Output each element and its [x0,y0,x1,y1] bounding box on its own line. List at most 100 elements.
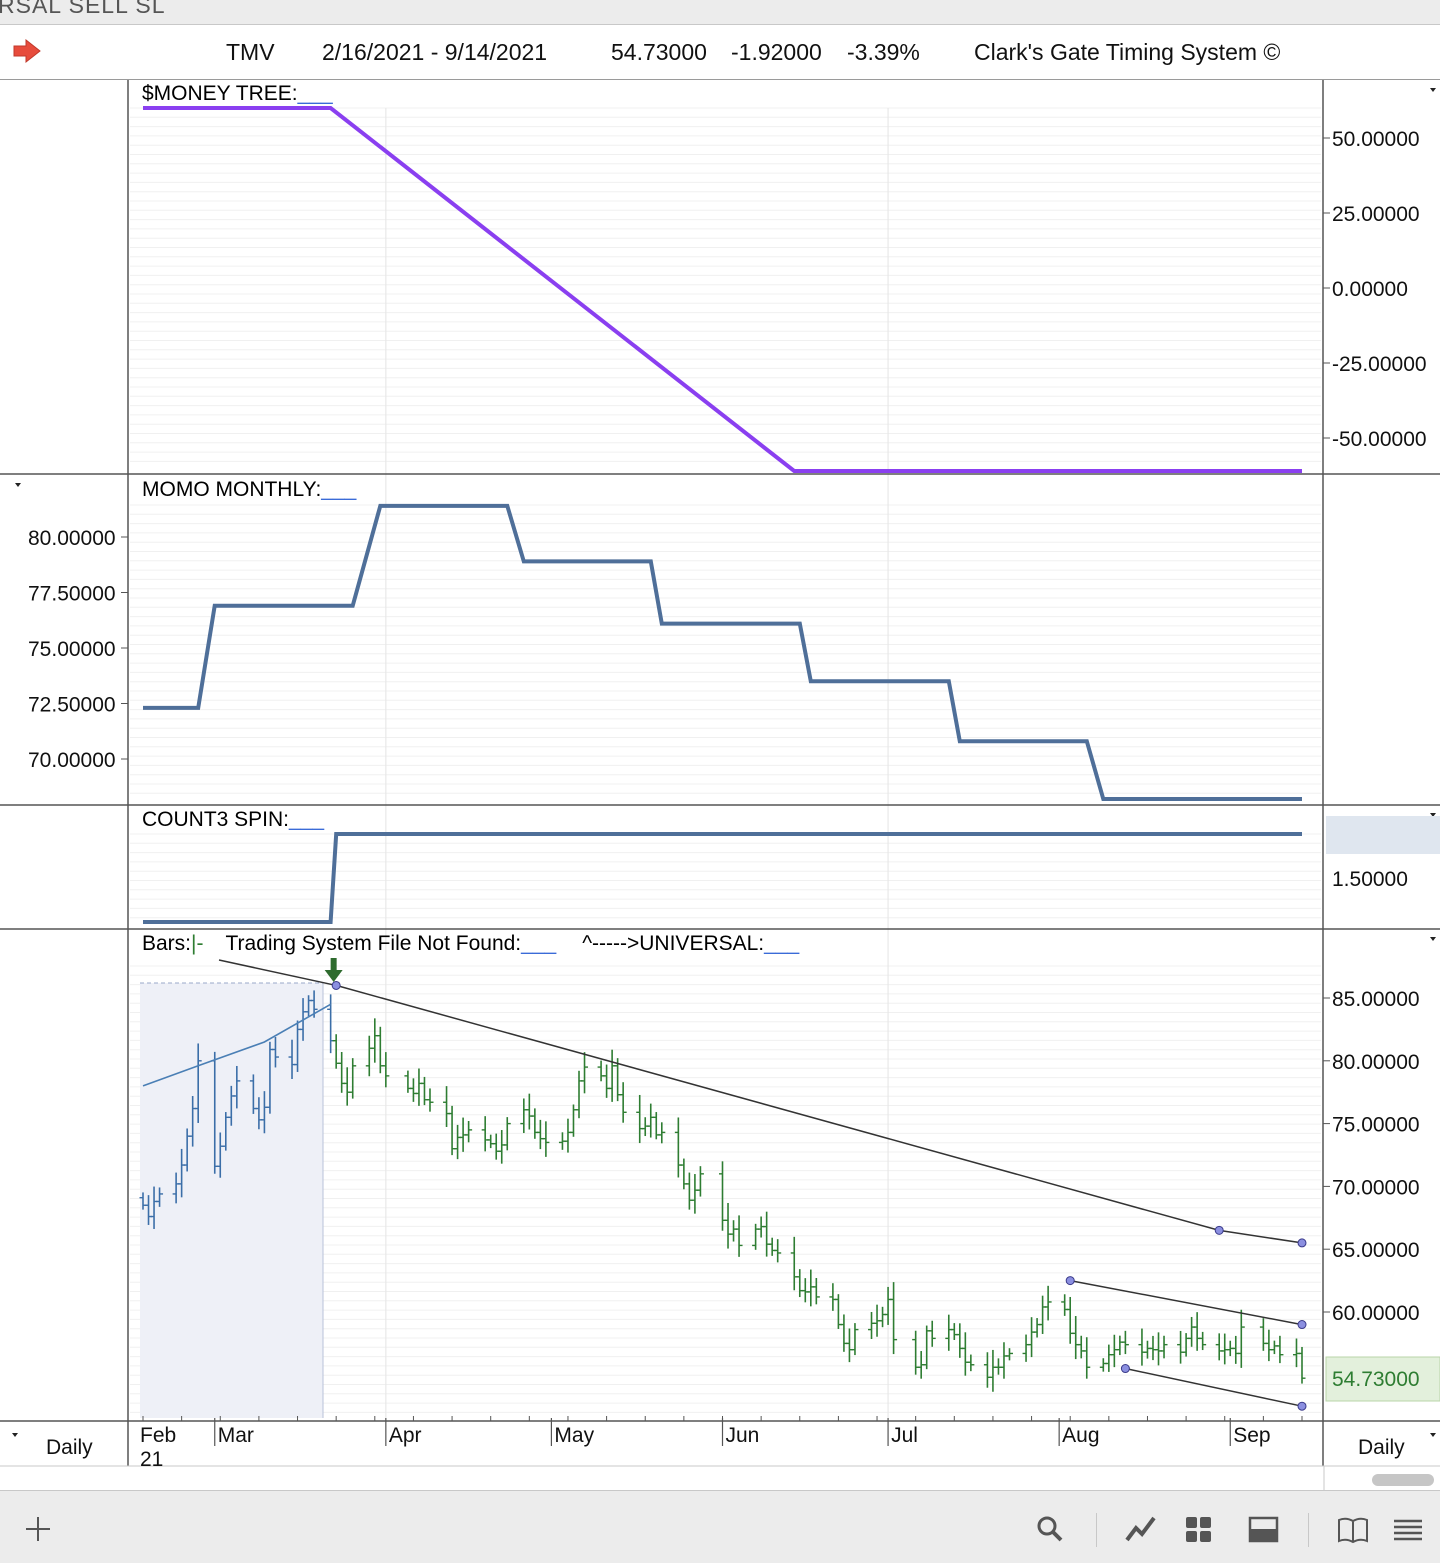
trendline-extension [218,959,337,987]
price-bar [812,1277,820,1305]
x-axis-month: Feb [140,1424,176,1447]
panel-menu-icon[interactable] [1430,937,1436,941]
count3-tick: 1.50000 [1332,868,1408,891]
momo-tick: 70.00000 [28,749,116,772]
count3-label[interactable]: COUNT3 SPIN:___ [142,808,324,831]
price-bar [1160,1335,1168,1359]
price-bar [349,1058,357,1099]
window-title-bar: RSAL SELL SL [0,0,1440,25]
arrow-right-icon[interactable] [12,39,42,65]
price-tick: 80.00000 [1332,1051,1420,1074]
date-range: 2/16/2021 - 9/14/2021 [322,39,548,65]
trendline-anchor [1297,1401,1307,1411]
last-price-tag: 54.73000 [1332,1368,1420,1391]
price-bar [426,1088,434,1112]
price-bar [194,1043,202,1123]
price-bar [1298,1346,1306,1384]
interval-menu-icon[interactable] [12,1433,18,1437]
interval-right[interactable]: Daily [1358,1436,1405,1459]
x-axis-month: Jul [891,1424,918,1447]
price-bar [967,1354,975,1372]
price-bar [156,1187,164,1207]
price-change-pct: -3.39% [847,39,920,65]
series-line [143,106,1302,473]
interval-left[interactable]: Daily [46,1436,93,1459]
momo-tick: 72.50000 [28,694,116,717]
search-icon[interactable] [1034,1513,1066,1545]
grid-icon[interactable] [1184,1515,1214,1545]
last-price: 54.73000 [611,39,707,65]
momo-label[interactable]: MOMO MONTHLY:___ [142,478,357,501]
price-legend[interactable]: Bars:|- Trading System File Not Found:___… [142,932,800,955]
trendline-anchor [1297,1238,1307,1248]
gridlines [130,107,1321,1418]
symbol[interactable]: TMV [226,39,275,65]
price-bar [1276,1335,1284,1364]
panel-menu-icon[interactable] [15,483,21,487]
x-axis-year: 21 [140,1448,163,1471]
price-bar [1044,1285,1052,1321]
price-bar [503,1117,511,1151]
price-bar [851,1323,859,1356]
system-name: Clark's Gate Timing System © [974,39,1281,65]
chart-line-icon[interactable] [1124,1513,1158,1545]
x-axis-month: Jun [726,1424,760,1447]
panel-menu-icon[interactable] [1430,813,1436,817]
book-icon[interactable] [1336,1515,1370,1545]
price-bar [271,1036,279,1068]
momo-tick: 77.50000 [28,583,116,606]
price-bar [696,1166,704,1197]
x-axis-month: Mar [218,1424,254,1447]
price-bar [382,1052,390,1088]
money-tree-tick: 0.00000 [1332,278,1408,301]
bottom-toolbar [0,1490,1440,1563]
price-tick: 60.00000 [1332,1302,1420,1325]
chart-area[interactable]: $MONEY TREE:___ MOMO MONTHLY:___ COUNT3 … [0,0,1440,1490]
price-bar [1005,1348,1013,1361]
price-tick: 65.00000 [1332,1239,1420,1262]
trendline-anchor [1065,1276,1075,1286]
list-icon[interactable] [1392,1515,1424,1545]
money-tree-tick: -25.00000 [1332,353,1427,376]
count3-last-box [1326,816,1440,854]
price-change: -1.92000 [731,39,822,65]
money-tree-tick: -50.00000 [1332,428,1427,451]
price-bar [233,1065,241,1109]
trendline-anchor [331,980,341,990]
interval-menu-icon[interactable] [1430,1433,1436,1437]
trendline [1125,1367,1303,1407]
panel-menu-icon[interactable] [1430,88,1436,92]
horizontal-scrollbar[interactable] [1372,1474,1434,1486]
chart-header: TMV 2/16/2021 - 9/14/2021 54.73000 -1.92… [0,25,1440,80]
layout-icon[interactable] [1248,1515,1280,1545]
x-axis: Feb Mar Apr May Jun Jul Aug Sep [140,1416,1303,1447]
price-bar [1237,1309,1245,1368]
x-axis-month: May [554,1424,594,1447]
momo-tick: 75.00000 [28,638,116,661]
money-tree-tick: 25.00000 [1332,203,1420,226]
momo-tick: 80.00000 [28,527,116,550]
price-bar [581,1052,589,1094]
money-tree-label[interactable]: $MONEY TREE:___ [142,82,333,105]
price-bar [465,1120,473,1143]
moving-average-line [142,1003,331,1087]
plots [139,106,1307,1411]
x-axis-month: Aug [1062,1424,1099,1447]
price-bar [928,1320,936,1347]
price-tick: 75.00000 [1332,1114,1420,1137]
price-bar [1199,1331,1207,1351]
sell-signal-arrow-icon [324,958,343,982]
price-bar [735,1215,743,1257]
plus-icon[interactable] [22,1513,54,1545]
x-axis-month: Apr [389,1424,422,1447]
trendline-anchor [1297,1320,1307,1330]
x-axis-month: Sep [1233,1424,1270,1447]
trendline-anchor [1120,1364,1130,1374]
price-bar [1121,1330,1129,1355]
trendline-anchor [1214,1225,1224,1235]
price-bar [619,1082,627,1123]
last-price-box [1325,1356,1440,1402]
window-title: RSAL SELL SL [0,0,166,18]
money-tree-tick: 50.00000 [1332,128,1420,151]
price-bar [658,1122,666,1144]
